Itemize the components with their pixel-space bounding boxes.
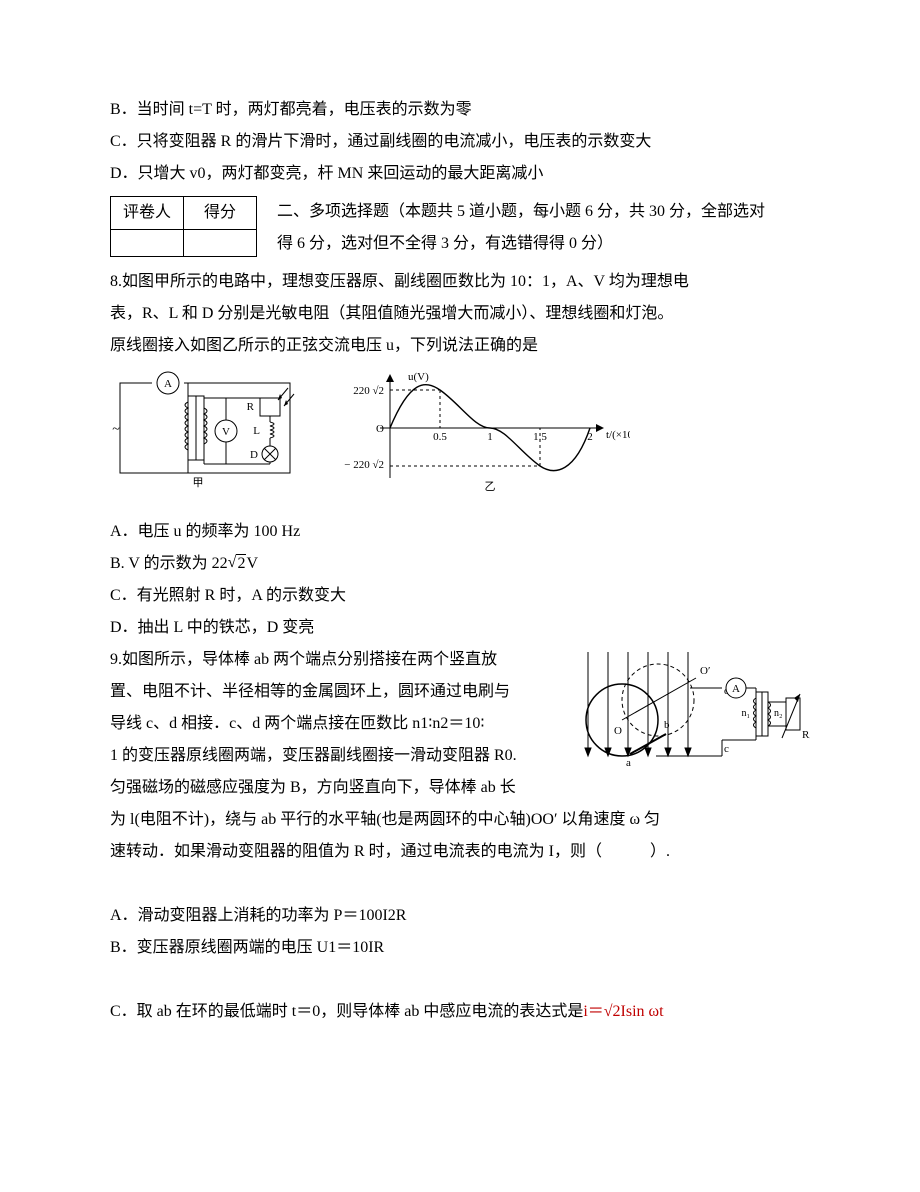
ammeter-label: A	[164, 378, 172, 390]
q8-optB-suffix: V	[246, 555, 258, 572]
grader-cell-empty	[184, 230, 257, 257]
prev-option-C: C．只将变阻器 R 的滑片下滑时，通过副线圈的电流减小，电压表的示数变大	[110, 126, 810, 158]
c-label: c	[724, 743, 729, 755]
label-yi: 乙	[485, 480, 496, 493]
prev-option-B: B．当时间 t=T 时，两灯都亮着，电压表的示数为零	[110, 94, 810, 126]
label-jia: 甲	[193, 477, 204, 489]
svg-text:~: ~	[112, 422, 120, 437]
page-root: B．当时间 t=T 时，两灯都亮着，电压表的示数为零 C．只将变阻器 R 的滑片…	[0, 0, 920, 1192]
section2-header: 评卷人 得分 二、多项选择题（本题共 5 道小题，每小题 6 分，共 30 分，…	[110, 196, 810, 260]
R0-label: R₀	[802, 729, 810, 741]
q8-option-C: C．有光照射 R 时，A 的示数变大	[110, 580, 810, 612]
q8-stem-line1: 8.如图甲所示的电路中，理想变压器原、副线圈匝数比为 10：1，A、V 均为理想…	[110, 266, 810, 298]
b-label: b	[664, 719, 670, 731]
q9-optC-prefix: C．取 ab 在环的最低端时 t＝0，则导体棒 ab 中感应电流的表达式是	[110, 1003, 583, 1020]
q9-option-C: C．取 ab 在环的最低端时 t＝0，则导体棒 ab 中感应电流的表达式是i＝√…	[110, 996, 810, 1028]
tick-1: 1	[487, 431, 493, 443]
q9-stem-line6: 为 l(电阻不计)，绕与 ab 平行的水平轴(也是两圆环的中心轴)OO′ 以角速…	[110, 804, 810, 836]
q8-figure-svg: A ~ V R	[110, 368, 630, 498]
svg-text:220 √2: 220 √2	[353, 385, 384, 397]
q9-option-B: B．变压器原线圈两端的电压 U1＝10IR	[110, 932, 810, 964]
a-label: a	[626, 757, 631, 769]
table-row: 评卷人 得分	[111, 197, 257, 230]
q8-option-A: A．电压 u 的频率为 100 Hz	[110, 516, 810, 548]
q8-optB-value: 22√2	[212, 554, 247, 572]
q9-optC-expr: i＝√2Isin ωt	[583, 1003, 663, 1020]
O-label: O	[614, 725, 622, 737]
tick-0p5: 0.5	[433, 431, 447, 443]
amp-pos-label: 220	[353, 385, 370, 397]
tick-1p5: 1.5	[533, 431, 547, 443]
svg-text:O: O	[376, 423, 384, 435]
xaxis-label: t/(×10⁻² s)	[606, 429, 630, 441]
q9-figure: O′ O a b d c A n₁ n₂	[572, 648, 810, 790]
grader-table: 评卷人 得分	[110, 196, 257, 257]
amp-neg-label: − 220	[344, 459, 370, 471]
section2-line2: 得 6 分，选对但不全得 3 分，有选错得得 0 分）	[277, 235, 613, 252]
q8-stem-line3: 原线圈接入如图乙所示的正弦交流电压 u，下列说法正确的是	[110, 330, 810, 362]
q9-option-A: A．滑动变阻器上消耗的功率为 P＝100I2R	[110, 900, 810, 932]
voltmeter-label: V	[222, 426, 230, 438]
section2-line1: 二、多项选择题（本题共 5 道小题，每小题 6 分，共 30 分，全部选对	[277, 203, 765, 220]
ammeter-A: A	[732, 683, 740, 695]
n1-label: n₁	[742, 708, 751, 719]
section2-instructions: 二、多项选择题（本题共 5 道小题，每小题 6 分，共 30 分，全部选对 得 …	[277, 196, 810, 260]
grader-col-reviewer: 评卷人	[111, 197, 184, 230]
n2-label: n₂	[774, 708, 783, 719]
R-label: R	[247, 401, 255, 413]
q9-figure-svg: O′ O a b d c A n₁ n₂	[572, 648, 810, 778]
yaxis-label: u(V)	[408, 371, 429, 383]
q8-stem-line2: 表，R、L 和 D 分别是光敏电阻（其阻值随光强增大而减小）、理想线圈和灯泡。	[110, 298, 810, 330]
D-label: D	[250, 449, 258, 461]
svg-text:− 220 √2: − 220 √2	[344, 459, 384, 471]
q8-optB-prefix: B. V 的示数为	[110, 555, 208, 572]
q8-figure: A ~ V R	[110, 368, 810, 510]
L-label: L	[253, 425, 260, 437]
prev-option-D: D．只增大 v0，两灯都变亮，杆 MN 来回运动的最大距离减小	[110, 158, 810, 190]
grader-cell-empty	[111, 230, 184, 257]
grader-col-score: 得分	[184, 197, 257, 230]
q8-option-B: B. V 的示数为 22√2V	[110, 548, 810, 580]
q9-stem-line7: 速转动．如果滑动变阻器的阻值为 R 时，通过电流表的电流为 I，则（ ）.	[110, 836, 810, 868]
Oprime-label: O′	[700, 665, 710, 677]
q8-option-D: D．抽出 L 中的铁芯，D 变亮	[110, 612, 810, 644]
table-row	[111, 230, 257, 257]
